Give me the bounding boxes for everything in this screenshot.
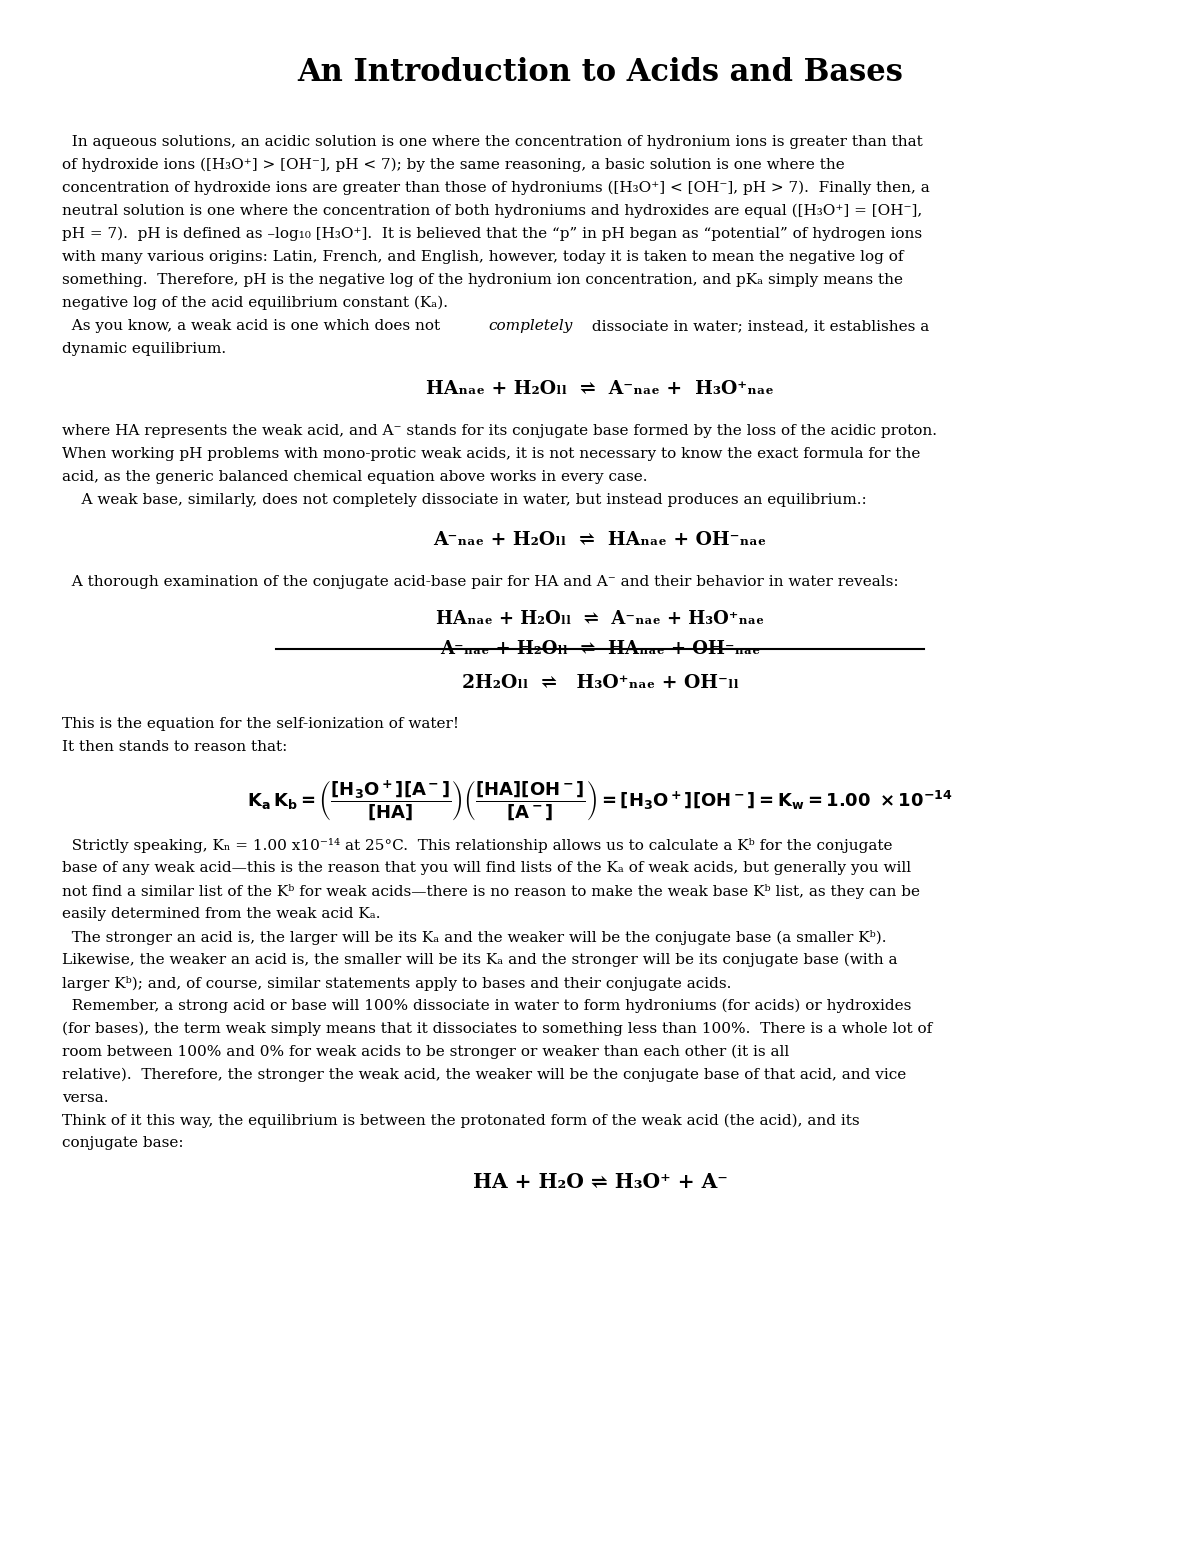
Text: An Introduction to Acids and Bases: An Introduction to Acids and Bases [298, 57, 902, 89]
Text: relative).  Therefore, the stronger the weak acid, the weaker will be the conjug: relative). Therefore, the stronger the w… [62, 1067, 907, 1082]
Text: room between 100% and 0% for weak acids to be stronger or weaker than each other: room between 100% and 0% for weak acids … [62, 1045, 790, 1059]
Text: As you know, a weak acid is one which does not: As you know, a weak acid is one which do… [62, 318, 445, 332]
Text: Strictly speaking, Kₙ = 1.00 x10⁻¹⁴ at 25°C.  This relationship allows us to cal: Strictly speaking, Kₙ = 1.00 x10⁻¹⁴ at 2… [62, 837, 893, 853]
Text: pH = 7).  pH is defined as –log₁₀ [H₃O⁺].  It is believed that the “p” in pH beg: pH = 7). pH is defined as –log₁₀ [H₃O⁺].… [62, 227, 923, 241]
Text: neutral solution is one where the concentration of both hydroniums and hydroxide: neutral solution is one where the concen… [62, 203, 923, 219]
Text: When working pH problems with mono-protic weak acids, it is not necessary to kno: When working pH problems with mono-proti… [62, 447, 920, 461]
Text: HAₙₐₑ + H₂Oₗₗ  ⇌  A⁻ₙₐₑ + H₃O⁺ₙₐₑ: HAₙₐₑ + H₂Oₗₗ ⇌ A⁻ₙₐₑ + H₃O⁺ₙₐₑ [436, 610, 764, 629]
Text: A weak base, similarly, does not completely dissociate in water, but instead pro: A weak base, similarly, does not complet… [62, 492, 868, 506]
Text: negative log of the acid equilibrium constant (Kₐ).: negative log of the acid equilibrium con… [62, 297, 449, 311]
Text: conjugate base:: conjugate base: [62, 1137, 184, 1151]
Text: larger Kᵇ); and, of course, similar statements apply to bases and their conjugat: larger Kᵇ); and, of course, similar stat… [62, 975, 732, 991]
Text: not find a similar list of the Kᵇ for weak acids—there is no reason to make the : not find a similar list of the Kᵇ for we… [62, 884, 920, 899]
Text: with many various origins: Latin, French, and English, however, today it is take: with many various origins: Latin, French… [62, 250, 904, 264]
Text: The stronger an acid is, the larger will be its Kₐ and the weaker will be the co: The stronger an acid is, the larger will… [62, 930, 887, 944]
Text: HA + H₂O ⇌ H₃O⁺ + A⁻: HA + H₂O ⇌ H₃O⁺ + A⁻ [473, 1173, 727, 1191]
Text: completely: completely [488, 318, 572, 332]
Text: A⁻ₙₐₑ + H₂Oₗₗ  ⇌  HAₙₐₑ + OH⁻ₙₐₑ: A⁻ₙₐₑ + H₂Oₗₗ ⇌ HAₙₐₑ + OH⁻ₙₐₑ [433, 531, 767, 550]
Text: dissociate in water; instead, it establishes a: dissociate in water; instead, it establi… [587, 318, 929, 332]
Text: Likewise, the weaker an acid is, the smaller will be its Kₐ and the stronger wil: Likewise, the weaker an acid is, the sma… [62, 952, 898, 968]
Text: A thorough examination of the conjugate acid-base pair for HA and A⁻ and their b: A thorough examination of the conjugate … [62, 575, 899, 589]
Text: dynamic equilibrium.: dynamic equilibrium. [62, 342, 227, 356]
Text: A⁻ₙₐₑ + H₂Oₗₗ  ⇌  HAₙₐₑ + OH⁻ₙₐₑ: A⁻ₙₐₑ + H₂Oₗₗ ⇌ HAₙₐₑ + OH⁻ₙₐₑ [440, 640, 760, 657]
Text: base of any weak acid—this is the reason that you will find lists of the Kₐ of w: base of any weak acid—this is the reason… [62, 860, 912, 874]
Text: acid, as the generic balanced chemical equation above works in every case.: acid, as the generic balanced chemical e… [62, 471, 648, 485]
Text: It then stands to reason that:: It then stands to reason that: [62, 741, 288, 755]
Text: something.  Therefore, pH is the negative log of the hydronium ion concentration: something. Therefore, pH is the negative… [62, 273, 904, 287]
Text: $\mathbf{K_a\, K_b = \left(\dfrac{[H_3O^+][A^-]}{[HA]}\right)\left(\dfrac{[HA][O: $\mathbf{K_a\, K_b = \left(\dfrac{[H_3O^… [247, 778, 953, 822]
Text: Think of it this way, the equilibrium is between the protonated form of the weak: Think of it this way, the equilibrium is… [62, 1114, 860, 1127]
Text: In aqueous solutions, an acidic solution is one where the concentration of hydro: In aqueous solutions, an acidic solution… [62, 135, 923, 149]
Text: Remember, a strong acid or base will 100% dissociate in water to form hydroniums: Remember, a strong acid or base will 100… [62, 999, 912, 1013]
Text: versa.: versa. [62, 1090, 109, 1104]
Text: This is the equation for the self-ionization of water!: This is the equation for the self-ioniza… [62, 717, 460, 731]
Text: HAₙₐₑ + H₂Oₗₗ  ⇌  A⁻ₙₐₑ +  H₃O⁺ₙₐₑ: HAₙₐₑ + H₂Oₗₗ ⇌ A⁻ₙₐₑ + H₃O⁺ₙₐₑ [426, 380, 774, 399]
Text: where HA represents the weak acid, and A⁻ stands for its conjugate base formed b: where HA represents the weak acid, and A… [62, 424, 937, 438]
Text: concentration of hydroxide ions are greater than those of hydroniums ([H₃O⁺] < [: concentration of hydroxide ions are grea… [62, 182, 930, 196]
Text: (for bases), the term weak simply means that it dissociates to something less th: (for bases), the term weak simply means … [62, 1022, 932, 1036]
Text: 2H₂Oₗₗ  ⇌   H₃O⁺ₙₐₑ + OH⁻ₗₗ: 2H₂Oₗₗ ⇌ H₃O⁺ₙₐₑ + OH⁻ₗₗ [462, 674, 738, 691]
Text: of hydroxide ions ([H₃O⁺] > [OH⁻], pH < 7); by the same reasoning, a basic solut: of hydroxide ions ([H₃O⁺] > [OH⁻], pH < … [62, 158, 845, 172]
Text: easily determined from the weak acid Kₐ.: easily determined from the weak acid Kₐ. [62, 907, 380, 921]
